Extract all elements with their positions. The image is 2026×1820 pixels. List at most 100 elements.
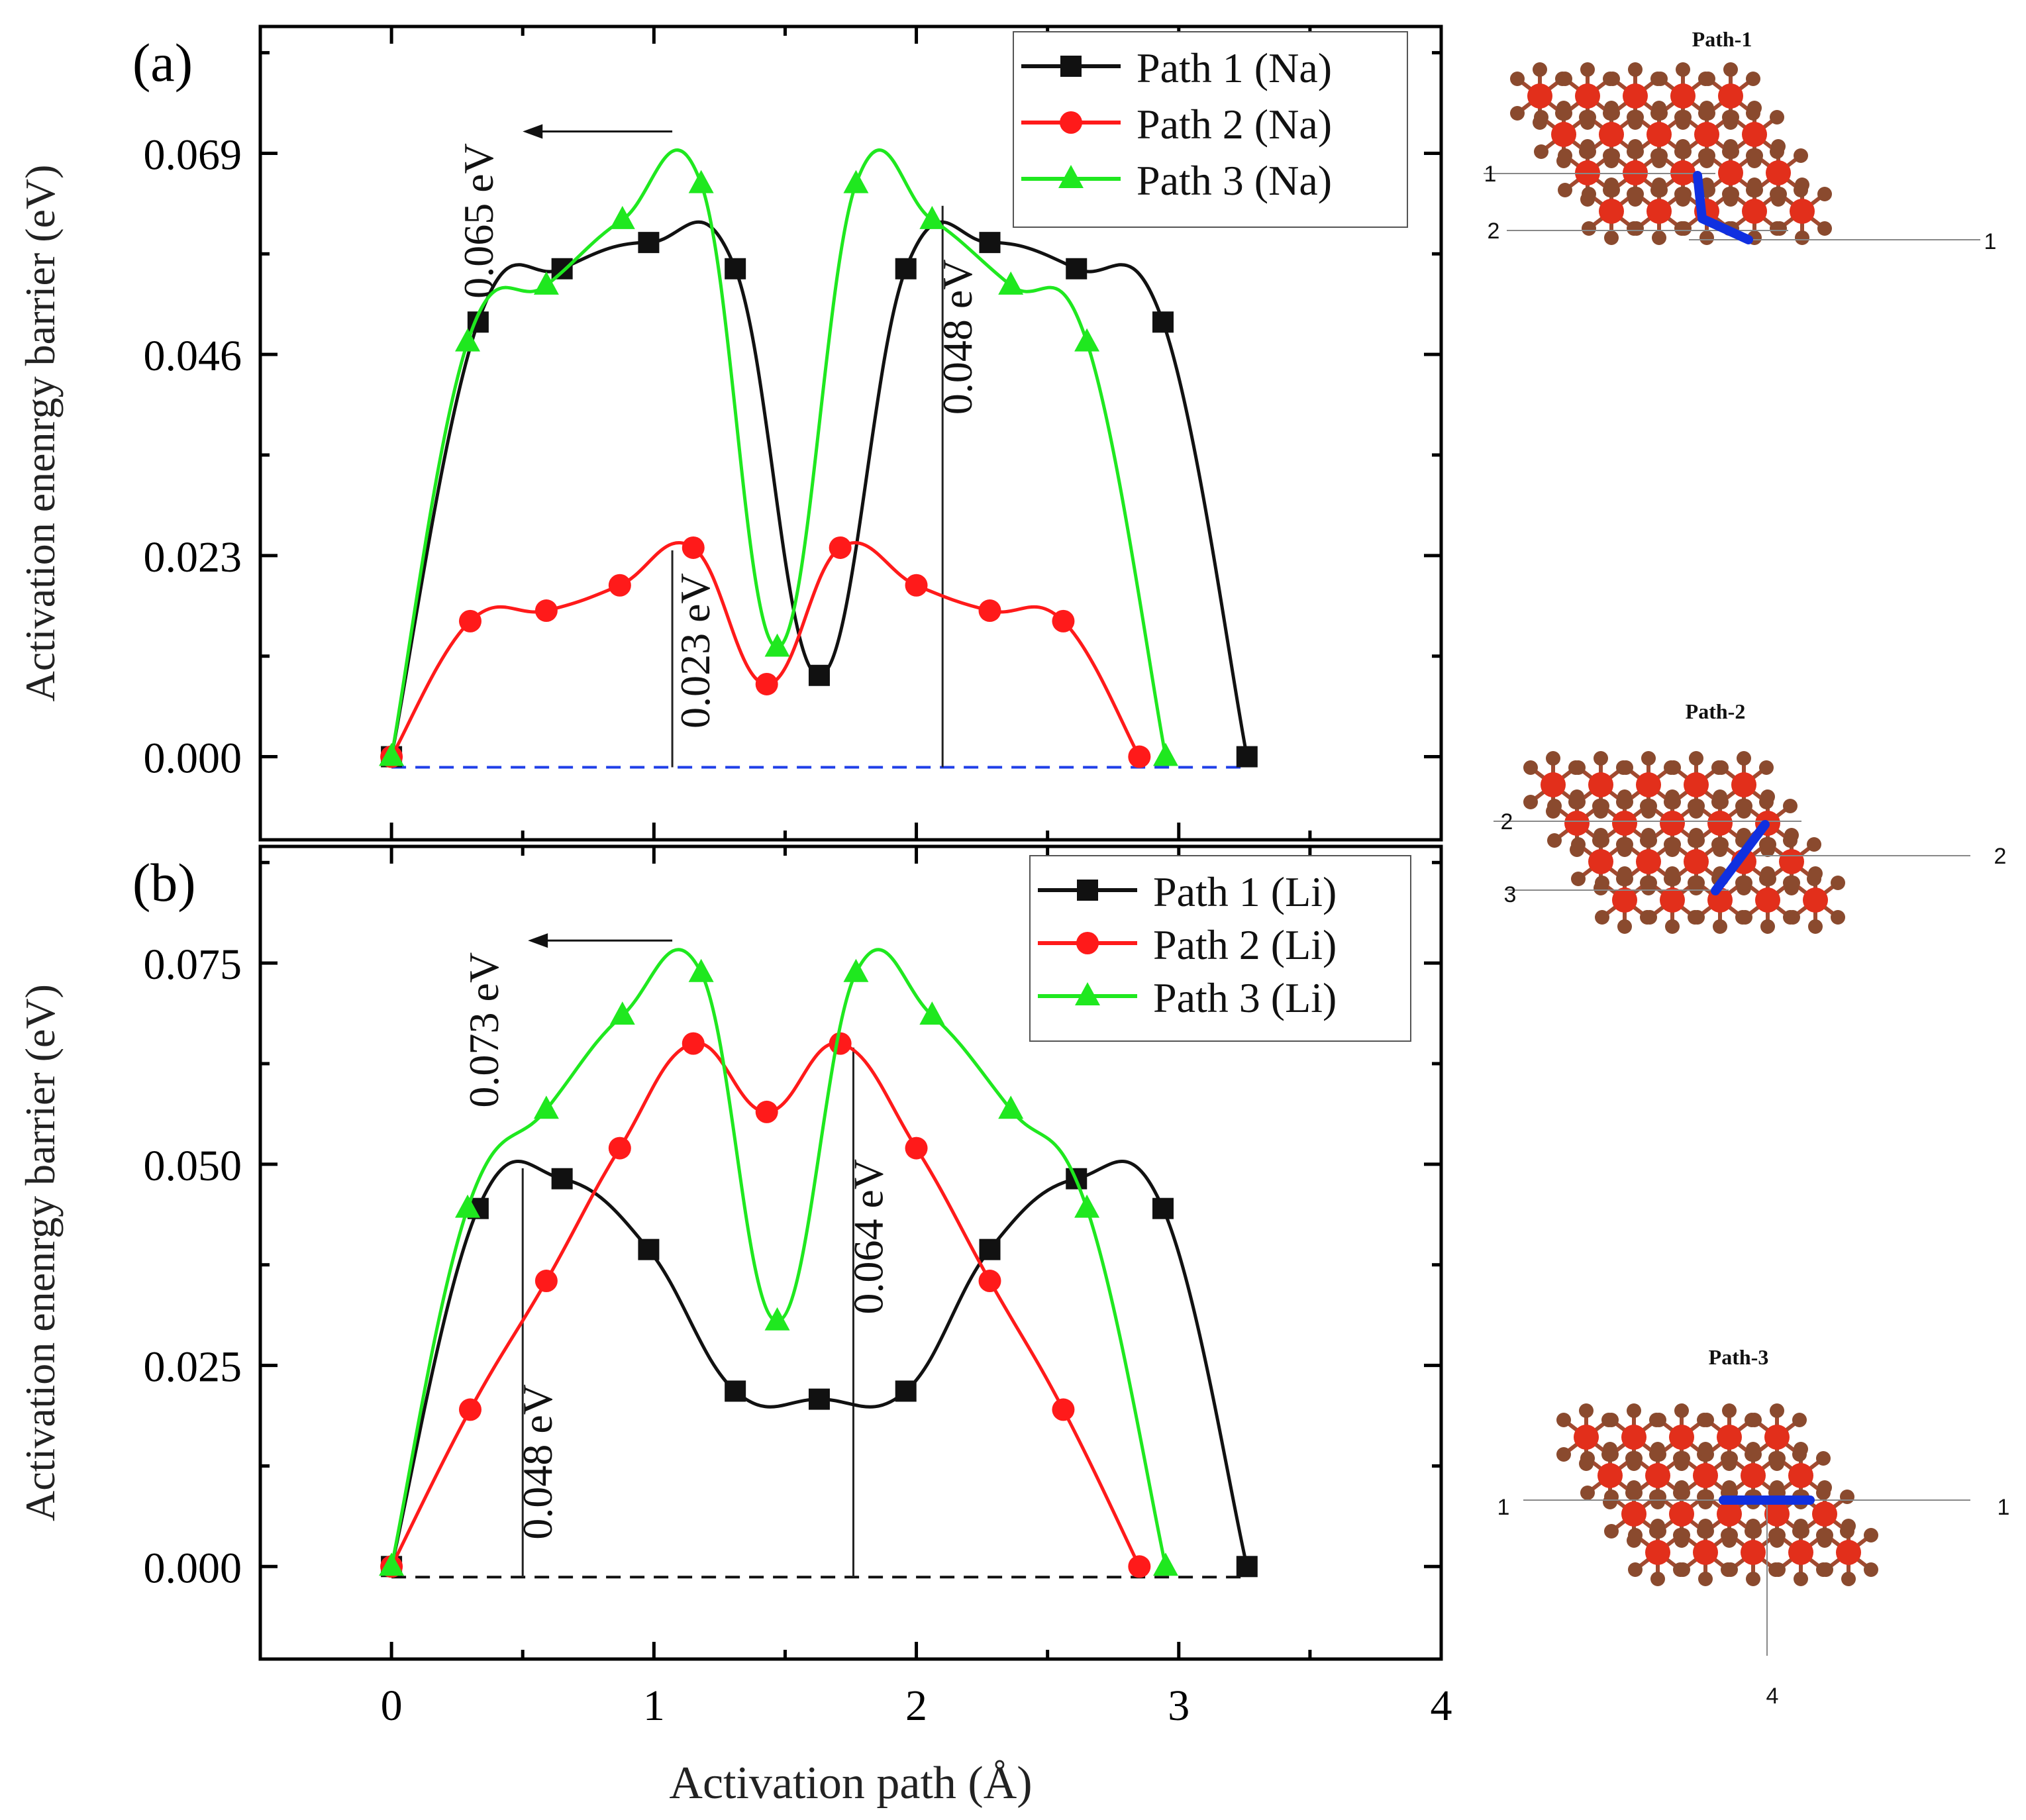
data-point: [455, 1194, 481, 1218]
small-atom: [1628, 139, 1643, 154]
small-atom: [1510, 72, 1525, 86]
annotation: 0.065 eV: [455, 124, 673, 299]
data-point: [1152, 1552, 1178, 1576]
small-atom: [1556, 1413, 1571, 1427]
data-point: [688, 170, 714, 193]
large-atom: [1621, 1425, 1646, 1450]
data-point: [458, 1398, 481, 1421]
large-atom: [1612, 811, 1637, 836]
data-point: [808, 1388, 830, 1410]
small-atom: [1841, 1519, 1856, 1533]
large-atom: [1660, 887, 1685, 913]
small-atom: [1770, 1480, 1784, 1495]
annotation: 0.023 eV: [671, 550, 719, 768]
small-atom: [1725, 187, 1739, 201]
series-path-1-na-: [381, 220, 1258, 768]
small-atom: [1627, 1480, 1641, 1495]
small-atom: [1699, 1413, 1714, 1427]
small-atom: [1794, 148, 1808, 163]
small-atom: [1723, 1562, 1738, 1577]
small-atom: [1676, 1562, 1690, 1577]
small-atom: [1746, 1442, 1760, 1456]
small-atom: [1698, 1572, 1713, 1586]
small-atom: [1701, 72, 1715, 86]
small-atom: [1759, 760, 1774, 775]
small-atom: [1666, 837, 1681, 852]
small-atom: [1603, 1442, 1617, 1456]
small-atom: [1641, 751, 1656, 766]
small-atom: [1784, 828, 1799, 842]
large-atom: [1669, 1501, 1694, 1527]
large-atom: [1636, 772, 1661, 797]
legend: Path 1 (Li) Path 2 (Li) Path 3 (Li): [1029, 855, 1411, 1042]
data-point: [905, 574, 928, 597]
large-atom: [1694, 122, 1719, 147]
small-atom: [1676, 139, 1690, 154]
small-atom: [1772, 221, 1787, 236]
small-atom: [1580, 1451, 1595, 1466]
large-atom: [1717, 1425, 1742, 1450]
small-atom: [1580, 1486, 1595, 1500]
small-atom: [1725, 110, 1739, 125]
legend-marker: [1077, 880, 1098, 901]
small-atom: [1723, 139, 1738, 154]
data-point: [725, 258, 746, 279]
data-point: [998, 1095, 1024, 1119]
small-atom: [1699, 230, 1714, 245]
small-atom: [1674, 1480, 1689, 1495]
y-tick-label: 0.025: [144, 1343, 242, 1391]
site-label: 1: [1484, 162, 1497, 187]
small-atom: [1699, 1490, 1714, 1504]
small-atom: [1690, 799, 1705, 813]
legend-label: Path 3 (Li): [1153, 974, 1337, 1021]
small-atom: [1690, 910, 1705, 925]
small-atom: [1523, 795, 1538, 809]
small-atom: [1674, 1403, 1689, 1418]
small-atom: [1795, 177, 1809, 192]
small-atom: [1617, 789, 1632, 804]
legend-entry: Path 3 (Li): [1038, 974, 1337, 1021]
small-atom: [1570, 789, 1584, 804]
small-atom: [1677, 110, 1692, 125]
data-point: [455, 328, 481, 352]
small-atom: [1604, 177, 1619, 192]
arrow-head-icon: [523, 124, 543, 139]
small-atom: [1629, 187, 1644, 201]
small-atom: [1840, 1490, 1854, 1504]
inset-title: Path-1: [1692, 27, 1752, 51]
small-atom: [1643, 876, 1657, 890]
small-atom: [1547, 833, 1562, 848]
large-atom: [1788, 1463, 1813, 1488]
large-atom: [1588, 772, 1613, 797]
structure-inset-3: Path-3 1 1 4: [1497, 1345, 2010, 1709]
small-atom: [1605, 72, 1620, 86]
small-atom: [1580, 62, 1595, 77]
small-atom: [1808, 919, 1823, 934]
annotation: 0.048 eV: [934, 205, 981, 768]
data-point: [688, 958, 714, 982]
small-atom: [1723, 62, 1738, 77]
large-atom: [1623, 83, 1648, 109]
chart-panel-b: 0.000 0.025 0.050 0.075 0 1 2 3 4 Activation path…: [17, 844, 1452, 1809]
y-tick-label: 0.046: [144, 332, 242, 380]
data-point: [608, 1137, 631, 1160]
small-atom: [1737, 828, 1751, 842]
small-atom: [1619, 760, 1633, 775]
site-label: 2: [1488, 219, 1500, 244]
legend-label: Path 1 (Li): [1153, 868, 1337, 915]
large-atom: [1597, 1463, 1623, 1488]
data-point: [843, 170, 869, 193]
small-atom: [1627, 1403, 1641, 1418]
site-label: 1: [1984, 229, 1997, 254]
legend-label: Path 3 (Na): [1137, 157, 1332, 204]
arrow-head-icon: [528, 933, 548, 948]
small-atom: [1771, 139, 1786, 154]
small-atom: [1841, 1572, 1856, 1586]
legend-label: Path 1 (Na): [1137, 44, 1332, 91]
small-atom: [1594, 828, 1608, 842]
data-point: [609, 205, 635, 229]
large-atom: [1575, 83, 1600, 109]
small-atom: [1650, 1519, 1665, 1533]
small-atom: [1510, 106, 1525, 121]
legend-label: Path 2 (Na): [1137, 101, 1332, 148]
